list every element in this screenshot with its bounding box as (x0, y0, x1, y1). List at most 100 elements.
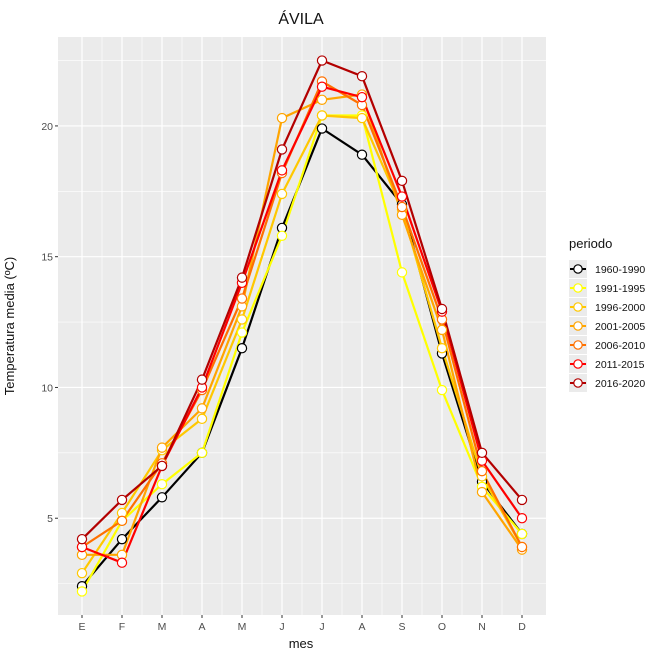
x-tick-label: N (478, 621, 486, 633)
x-tick-label: A (358, 621, 365, 633)
series-line (82, 93, 523, 556)
data-point (476, 465, 488, 477)
legend-key-point (573, 302, 583, 312)
data-point (76, 533, 88, 545)
legend-key-point (573, 359, 583, 369)
legend-item: 1960-1990 (569, 260, 645, 278)
legend-key-point (573, 378, 583, 388)
data-point (516, 513, 528, 524)
legend: periodo 1960-1990 1991-1995 1996-2000 2001-… (569, 236, 645, 392)
data-point (436, 384, 448, 396)
legend-label: 1991-1995 (595, 283, 645, 295)
data-point (316, 123, 328, 134)
legend-label: 2006-2010 (595, 340, 645, 352)
legend-item: 2016-2020 (569, 374, 645, 392)
data-point (116, 515, 128, 527)
data-point (396, 267, 408, 278)
series-points (76, 55, 528, 597)
data-point (236, 327, 248, 338)
x-tick-label: S (398, 621, 405, 633)
data-point (356, 149, 368, 160)
data-point (156, 479, 168, 490)
data-point (276, 188, 288, 200)
data-point (396, 175, 408, 187)
data-point (316, 110, 328, 121)
series-line (81, 114, 523, 574)
data-point (116, 533, 128, 545)
data-point (116, 557, 128, 568)
data-point (436, 303, 448, 315)
data-point (316, 94, 328, 105)
data-point (156, 492, 168, 503)
x-tick-label: M (238, 621, 247, 633)
legend-label: 1960-1990 (595, 264, 645, 276)
legend-label: 2001-2005 (595, 321, 645, 333)
legend-item: 2006-2010 (569, 336, 645, 354)
data-point (196, 374, 208, 385)
data-point (196, 403, 208, 414)
x-tick-label: M (158, 621, 167, 633)
data-point (236, 293, 248, 304)
data-point (436, 343, 448, 354)
x-tick-label: E (78, 621, 85, 633)
data-point (436, 324, 448, 336)
x-tick-label: A (198, 621, 205, 633)
major-grid (58, 37, 546, 615)
data-point (196, 413, 208, 425)
legend-label: 2016-2020 (595, 378, 645, 390)
data-point (236, 272, 248, 283)
data-point (356, 91, 368, 103)
legend-key-point (573, 340, 583, 350)
x-axis-title: mes (289, 636, 314, 650)
y-tick-label: 20 (41, 121, 53, 133)
legend-key-point (573, 264, 583, 274)
data-point (316, 81, 328, 92)
data-point (236, 314, 248, 325)
legend-key-point (573, 321, 583, 331)
legend-item: 2001-2005 (569, 317, 645, 335)
legend-label: 2011-2015 (595, 359, 645, 371)
y-axis-title: Temperatura media (ºC) (2, 257, 17, 395)
data-point (76, 567, 88, 579)
data-point (516, 494, 528, 506)
y-tick-label: 15 (41, 252, 53, 264)
legend-key-point (573, 283, 583, 293)
data-point (396, 201, 408, 213)
legend-label: 1996-2000 (595, 302, 645, 314)
legend-item: 2011-2015 (569, 355, 645, 373)
data-point (276, 165, 288, 176)
legend-title: periodo (569, 236, 612, 251)
data-point (516, 541, 528, 553)
y-axis: 5 10 15 20 (41, 121, 58, 525)
data-point (76, 586, 88, 597)
y-tick-label: 5 (47, 513, 53, 525)
series-line (81, 59, 523, 540)
data-point (476, 447, 488, 459)
data-point (276, 230, 288, 241)
data-point (396, 191, 408, 202)
data-point (156, 442, 168, 453)
data-point (276, 112, 288, 124)
data-point (516, 528, 528, 540)
data-point (316, 55, 328, 66)
data-point (156, 460, 168, 472)
data-point (116, 494, 128, 506)
series-line (81, 114, 523, 593)
x-tick-label: D (518, 621, 526, 633)
x-tick-label: J (319, 621, 324, 633)
y-tick-label: 10 (41, 382, 53, 394)
data-point (356, 112, 368, 124)
series-lines (81, 59, 523, 593)
x-tick-label: J (279, 621, 284, 633)
x-tick-label: O (438, 621, 446, 633)
legend-item: 1991-1995 (569, 279, 645, 297)
data-point (236, 343, 248, 354)
data-point (476, 486, 488, 498)
data-point (196, 447, 208, 459)
x-tick-label: F (119, 621, 125, 633)
legend-item: 1996-2000 (569, 298, 645, 316)
data-point (276, 144, 288, 155)
chart-title: ÁVILA (278, 9, 324, 28)
